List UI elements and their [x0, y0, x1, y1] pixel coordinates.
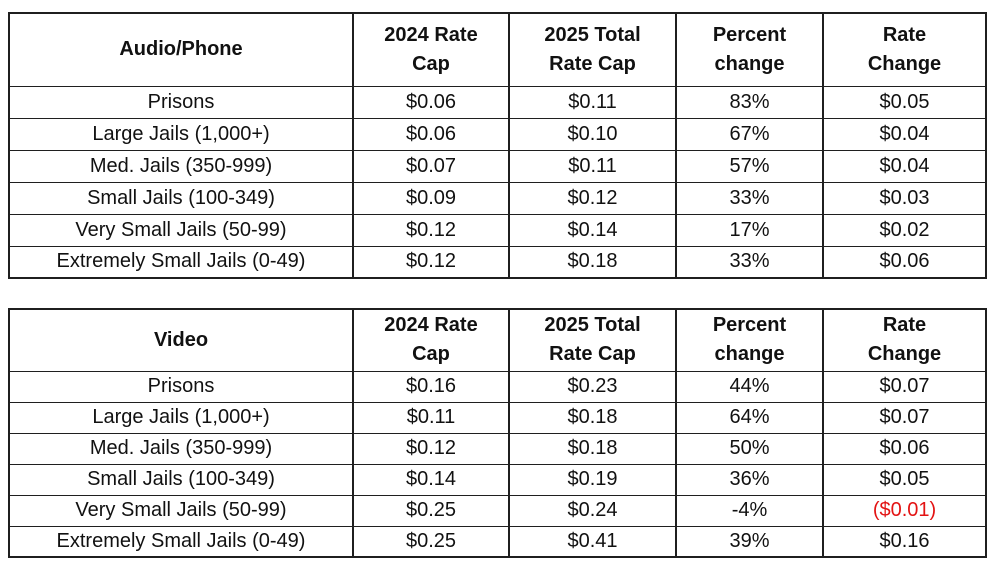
- rate-change-cell: $0.06: [822, 432, 987, 465]
- rate-change-cell: $0.16: [822, 525, 987, 558]
- rate-2025-cell: $0.19: [508, 463, 677, 496]
- rate-2024-cell: $0.12: [352, 213, 510, 247]
- rate-2024-cell: $0.25: [352, 525, 510, 558]
- rate-2024-cell: $0.12: [352, 245, 510, 279]
- audio-col-header-2025-total-rate-cap: 2025 Total Rate Cap: [508, 12, 677, 87]
- audio-col-header-2024-rate-cap: 2024 Rate Cap: [352, 12, 510, 87]
- audio-col-header-percent-change: Percent change: [675, 12, 824, 87]
- percent-change-cell: 67%: [675, 117, 824, 151]
- rate-change-cell: $0.04: [822, 117, 987, 151]
- rate-2025-cell: $0.18: [508, 401, 677, 434]
- rate-2024-cell: $0.06: [352, 85, 510, 119]
- rate-2025-cell: $0.41: [508, 525, 677, 558]
- rate-2025-cell: $0.23: [508, 370, 677, 403]
- video-header-row: Video 2024 Rate Cap 2025 Total Rate Cap …: [8, 308, 987, 372]
- table-gap: [8, 279, 985, 308]
- row-label: Large Jails (1,000+): [8, 117, 354, 151]
- video-col-header-2024-rate-cap: 2024 Rate Cap: [352, 308, 510, 372]
- table-row-large-jails: Large Jails (1,000+) $0.11 $0.18 64% $0.…: [8, 401, 987, 434]
- audio-phone-rate-table: Audio/Phone 2024 Rate Cap 2025 Total Rat…: [8, 12, 987, 279]
- video-rate-table: Video 2024 Rate Cap 2025 Total Rate Cap …: [8, 308, 987, 558]
- rate-change-cell: $0.06: [822, 245, 987, 279]
- rate-change-cell-negative: ($0.01): [822, 494, 987, 527]
- rate-2025-cell: $0.18: [508, 245, 677, 279]
- table-row-very-small-jails: Very Small Jails (50-99) $0.25 $0.24 -4%…: [8, 494, 987, 527]
- percent-change-cell: 39%: [675, 525, 824, 558]
- percent-change-cell: 83%: [675, 85, 824, 119]
- rate-change-cell: $0.02: [822, 213, 987, 247]
- percent-change-cell: 17%: [675, 213, 824, 247]
- percent-change-cell: 33%: [675, 245, 824, 279]
- row-label: Prisons: [8, 85, 354, 119]
- rate-2025-cell: $0.10: [508, 117, 677, 151]
- table-row-prisons: Prisons $0.16 $0.23 44% $0.07: [8, 370, 987, 403]
- rate-change-cell: $0.05: [822, 85, 987, 119]
- audio-table-title: Audio/Phone: [8, 12, 354, 87]
- percent-change-cell: 36%: [675, 463, 824, 496]
- rate-2024-cell: $0.14: [352, 463, 510, 496]
- row-label: Med. Jails (350-999): [8, 432, 354, 465]
- rate-2024-cell: $0.12: [352, 432, 510, 465]
- video-col-header-2025-total-rate-cap: 2025 Total Rate Cap: [508, 308, 677, 372]
- table-row-very-small-jails: Very Small Jails (50-99) $0.12 $0.14 17%…: [8, 213, 987, 247]
- rate-change-cell: $0.07: [822, 370, 987, 403]
- row-label: Med. Jails (350-999): [8, 149, 354, 183]
- audio-header-row: Audio/Phone 2024 Rate Cap 2025 Total Rat…: [8, 12, 987, 87]
- row-label: Small Jails (100-349): [8, 463, 354, 496]
- percent-change-cell: 50%: [675, 432, 824, 465]
- row-label: Very Small Jails (50-99): [8, 213, 354, 247]
- table-row-small-jails: Small Jails (100-349) $0.09 $0.12 33% $0…: [8, 181, 987, 215]
- percent-change-cell: -4%: [675, 494, 824, 527]
- rate-2024-cell: $0.09: [352, 181, 510, 215]
- video-col-header-percent-change: Percent change: [675, 308, 824, 372]
- percent-change-cell: 57%: [675, 149, 824, 183]
- rate-2024-cell: $0.06: [352, 117, 510, 151]
- video-col-header-rate-change: Rate Change: [822, 308, 987, 372]
- rate-change-cell: $0.03: [822, 181, 987, 215]
- rate-2024-cell: $0.07: [352, 149, 510, 183]
- row-label: Prisons: [8, 370, 354, 403]
- rate-change-cell: $0.04: [822, 149, 987, 183]
- rate-change-cell: $0.07: [822, 401, 987, 434]
- table-row-med-jails: Med. Jails (350-999) $0.07 $0.11 57% $0.…: [8, 149, 987, 183]
- row-label: Large Jails (1,000+): [8, 401, 354, 434]
- rate-2024-cell: $0.11: [352, 401, 510, 434]
- table-row-small-jails: Small Jails (100-349) $0.14 $0.19 36% $0…: [8, 463, 987, 496]
- rate-2025-cell: $0.12: [508, 181, 677, 215]
- table-row-extremely-small-jails: Extremely Small Jails (0-49) $0.25 $0.41…: [8, 525, 987, 558]
- percent-change-cell: 64%: [675, 401, 824, 434]
- row-label: Very Small Jails (50-99): [8, 494, 354, 527]
- rate-2025-cell: $0.11: [508, 85, 677, 119]
- row-label: Small Jails (100-349): [8, 181, 354, 215]
- rate-change-cell: $0.05: [822, 463, 987, 496]
- rate-2024-cell: $0.25: [352, 494, 510, 527]
- table-row-med-jails: Med. Jails (350-999) $0.12 $0.18 50% $0.…: [8, 432, 987, 465]
- row-label: Extremely Small Jails (0-49): [8, 245, 354, 279]
- row-label: Extremely Small Jails (0-49): [8, 525, 354, 558]
- rate-2025-cell: $0.18: [508, 432, 677, 465]
- table-row-prisons: Prisons $0.06 $0.11 83% $0.05: [8, 85, 987, 119]
- rate-2025-cell: $0.11: [508, 149, 677, 183]
- rate-2025-cell: $0.14: [508, 213, 677, 247]
- rate-2024-cell: $0.16: [352, 370, 510, 403]
- percent-change-cell: 33%: [675, 181, 824, 215]
- video-table-title: Video: [8, 308, 354, 372]
- audio-col-header-rate-change: Rate Change: [822, 12, 987, 87]
- rate-2025-cell: $0.24: [508, 494, 677, 527]
- table-row-extremely-small-jails: Extremely Small Jails (0-49) $0.12 $0.18…: [8, 245, 987, 279]
- table-row-large-jails: Large Jails (1,000+) $0.06 $0.10 67% $0.…: [8, 117, 987, 151]
- percent-change-cell: 44%: [675, 370, 824, 403]
